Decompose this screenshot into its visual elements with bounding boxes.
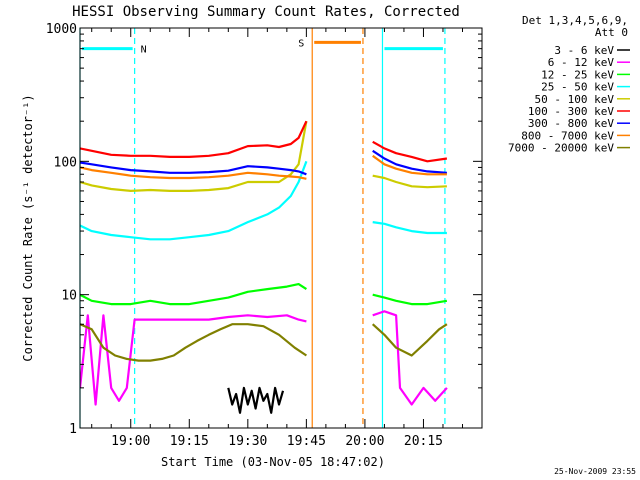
legend-entry-label: 50 - 100 keV [535, 93, 615, 106]
legend-entry-label: 25 - 50 keV [541, 81, 614, 94]
series-line [372, 221, 447, 235]
series-line [372, 154, 447, 176]
annotation-label: N [141, 45, 147, 56]
series-line [371, 323, 448, 357]
x-axis-label: Start Time (03-Nov-05 18:47:02) [161, 455, 385, 469]
legend-entry-label: 6 - 12 keV [548, 56, 615, 69]
series-line [372, 293, 448, 306]
legend-entry-label: 7000 - 20000 keV [508, 142, 614, 155]
series-line [80, 166, 307, 180]
x-tick-label: 19:45 [287, 434, 326, 449]
y-tick-label: 10 [61, 289, 77, 304]
x-tick-label: 20:00 [345, 434, 384, 449]
y-tick-label: 1 [69, 422, 77, 437]
series-line [80, 120, 308, 158]
series-line [80, 283, 307, 306]
series-line [80, 161, 307, 176]
footer-timestamp: 25-Nov-2009 23:55 [554, 467, 636, 476]
series-line [227, 386, 285, 414]
series-line [372, 149, 447, 174]
y-tick-label: 100 [54, 155, 77, 170]
chart-title: HESSI Observing Summary Count Rates, Cor… [72, 4, 460, 20]
plot-frame [79, 27, 483, 429]
y-tick-label: 1000 [46, 22, 77, 37]
x-tick-label: 20:15 [404, 434, 443, 449]
legend-entry-label: 12 - 25 keV [541, 68, 614, 81]
annotation-bars: NS [82, 38, 443, 56]
series-line [372, 310, 448, 406]
legend-entry-label: 100 - 300 keV [528, 105, 614, 118]
legend-header-line-1: Det 1,3,4,5,6,9, [522, 14, 628, 27]
legend-entry-label: 300 - 800 keV [528, 117, 614, 130]
y-axis: 1 10 100 1000 [46, 22, 482, 437]
series-line [80, 160, 308, 241]
legend-header-line-2: Att 0 [595, 26, 628, 39]
legend-entry-label: 800 - 7000 keV [521, 129, 614, 142]
series-line [80, 314, 307, 406]
annotation-label: S [298, 38, 304, 49]
series-line [372, 174, 447, 189]
x-tick-label: 19:15 [170, 434, 209, 449]
data-series [80, 120, 448, 414]
series-line [80, 323, 308, 362]
y-axis-label: Corrected Count Rate (s⁻¹ detector⁻¹) [21, 94, 35, 361]
series-line [372, 140, 448, 163]
legend-entry-label: 3 - 6 keV [554, 44, 614, 57]
x-axis: 19:00 19:15 19:30 19:45 20:00 20:15 [91, 28, 463, 449]
x-tick-label: 19:30 [228, 434, 267, 449]
x-tick-label: 19:00 [111, 434, 150, 449]
